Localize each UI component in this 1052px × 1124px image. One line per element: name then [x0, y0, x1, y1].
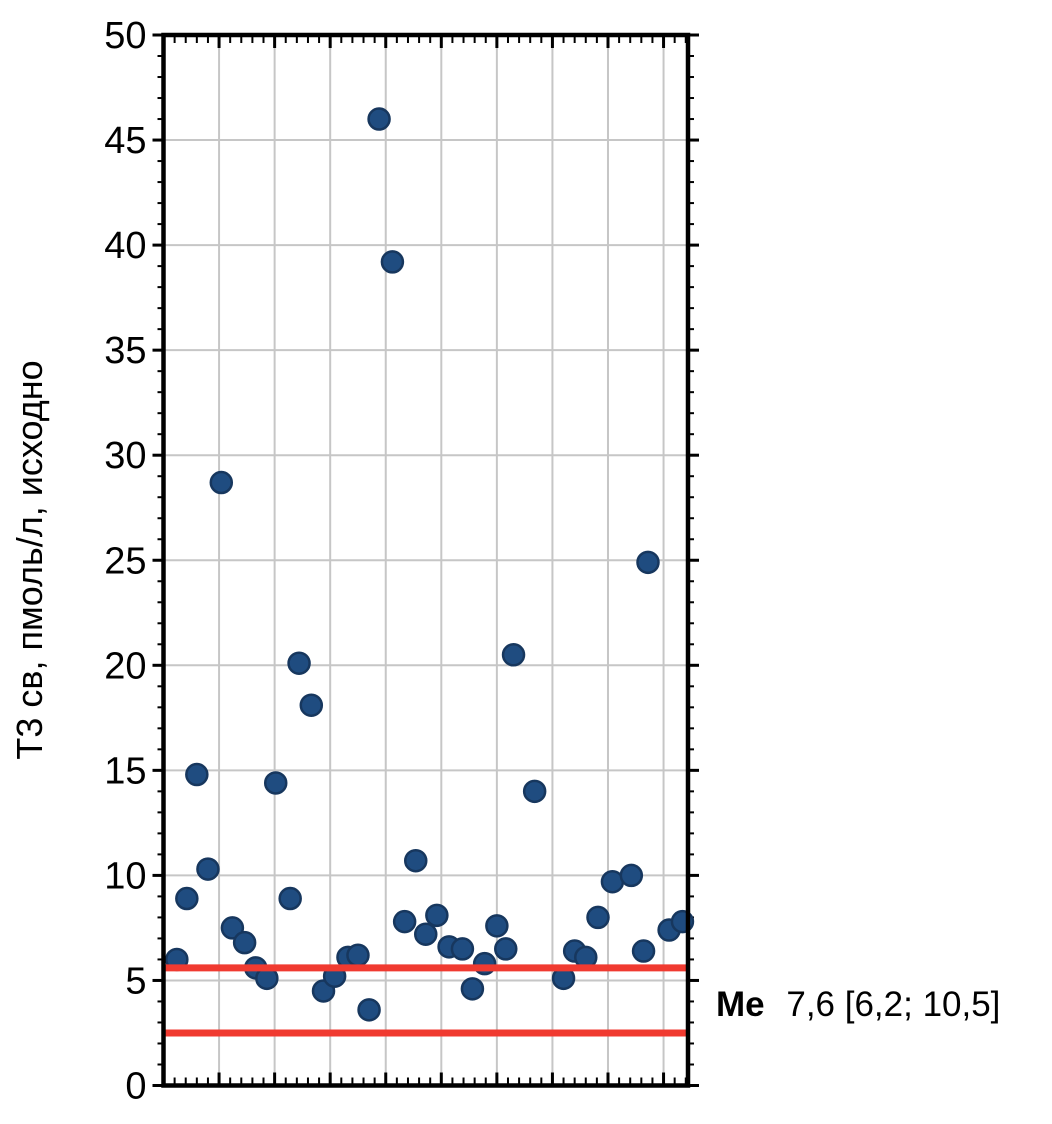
y-axis-title: Т3 св, пмоль/л, исходно: [9, 360, 50, 759]
scatter-point: [636, 550, 660, 575]
gridlines: [163, 35, 688, 1086]
scatter-point: [278, 886, 302, 911]
scatter-point: [631, 939, 656, 963]
y-tick-label: 50: [104, 15, 146, 57]
scatter-point: [392, 909, 417, 934]
scatter-point: [299, 693, 324, 717]
y-tick-labels: 0 5 10 15 20 25 30 35 40 45 50: [104, 15, 146, 1108]
scatter-point: [346, 943, 370, 967]
y-tick-label: 5: [125, 960, 146, 1002]
scatter-point: [185, 762, 209, 787]
scatter-point: [485, 914, 509, 938]
plot-border: [161, 32, 691, 1088]
reference-lines: [163, 964, 688, 1037]
scatter-point: [263, 771, 288, 795]
scatter-point: [403, 848, 428, 873]
y-tick-label: 0: [125, 1066, 146, 1108]
scatter-point: [460, 977, 485, 1001]
scatter-point: [196, 857, 220, 881]
scatter-point: [522, 779, 547, 804]
y-tick-label: 10: [104, 855, 146, 897]
scatter-point: [367, 107, 391, 131]
y-tick-label: 45: [104, 120, 146, 162]
y-tick-label: 30: [104, 435, 146, 477]
scatter-point: [209, 470, 234, 495]
scatter-point: [494, 937, 518, 961]
scatter-point: [287, 651, 311, 675]
y-tick-label: 15: [104, 750, 146, 792]
scatter-point: [414, 922, 438, 946]
plot-border-rect: [161, 32, 691, 1088]
median-annotation-prefix: Ме: [716, 985, 765, 1024]
median-annotation: Ме 7,6 [6,2; 10,5]: [716, 985, 1000, 1024]
scatter-point: [450, 937, 475, 961]
scatter-point: [357, 998, 381, 1022]
scatter-point: [380, 250, 405, 274]
y-tick-label: 35: [104, 330, 146, 372]
scatter-point: [220, 916, 245, 940]
scatter-point: [175, 886, 199, 911]
y-tick-label: 25: [104, 540, 146, 582]
scatter-point: [586, 905, 610, 930]
scatter-points: [165, 107, 695, 1022]
scatter-point: [232, 930, 257, 955]
median-annotation-value: 7,6 [6,2; 10,5]: [786, 985, 1000, 1024]
scatter-point: [501, 643, 526, 667]
y-tick-label: 40: [104, 225, 146, 267]
y-tick-label: 20: [104, 645, 146, 687]
scatter-point: [425, 903, 449, 928]
scatter-point: [619, 863, 644, 888]
